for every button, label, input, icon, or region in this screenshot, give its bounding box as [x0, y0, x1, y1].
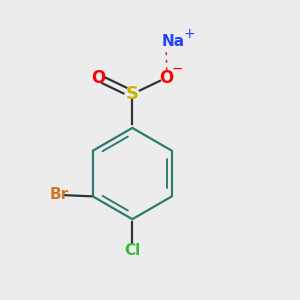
Text: −: − [172, 61, 183, 75]
Text: Na: Na [162, 34, 185, 49]
Text: Cl: Cl [124, 243, 140, 258]
Text: O: O [159, 69, 173, 87]
Text: O: O [91, 69, 106, 87]
Text: +: + [184, 27, 196, 41]
Text: Br: Br [50, 188, 68, 202]
Text: S: S [126, 85, 139, 103]
